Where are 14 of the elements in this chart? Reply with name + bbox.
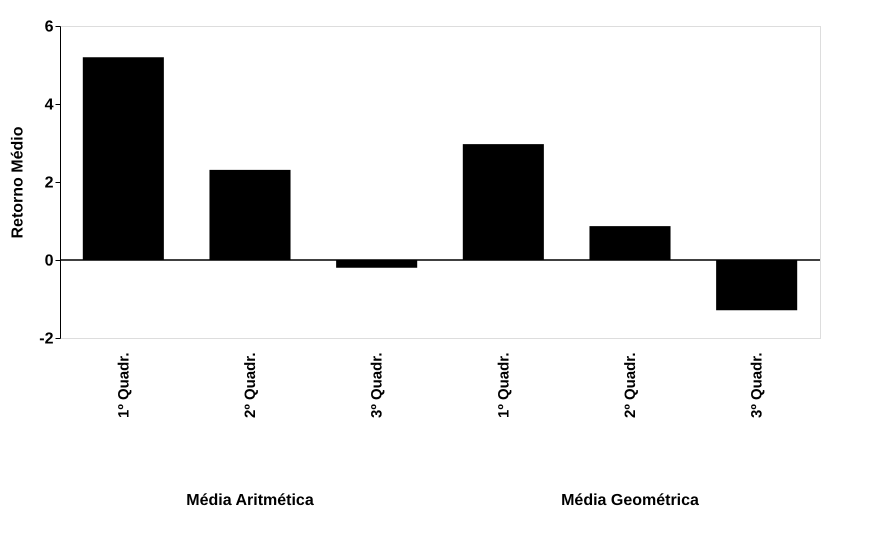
- x-tick-label: 2º Quadr.: [622, 352, 639, 418]
- x-tick-label: 1º Quadr.: [495, 352, 512, 418]
- y-tick-label: 6: [44, 18, 54, 36]
- y-tick-label: 4: [44, 96, 54, 114]
- x-tick-label: 3º Quadr.: [368, 352, 386, 418]
- text: Média Aritmética: [186, 492, 314, 509]
- x-tick-label: 1º Quadr.: [115, 352, 132, 418]
- y-axis-title: Retorno Médio: [9, 126, 26, 238]
- y-tick-label: 2: [44, 174, 54, 192]
- x-tick-label: 2º Quadr.: [242, 352, 259, 418]
- y-tick-label: -2: [39, 330, 54, 348]
- y-tick-label: 0: [44, 252, 54, 270]
- text: Média Geométrica: [561, 492, 700, 509]
- x-tick-label: 3º Quadr.: [748, 352, 766, 418]
